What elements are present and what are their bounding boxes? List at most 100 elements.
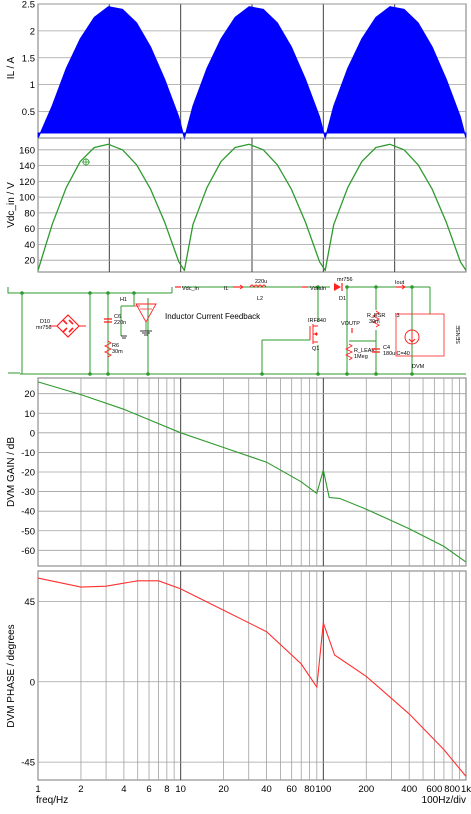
d10-part-label: mr756 [36, 325, 52, 331]
probe-iout-icon[interactable] [396, 284, 406, 290]
y-tick-label: 80 [24, 208, 35, 219]
y-tick-label: -45 [21, 758, 35, 769]
y-tick-label: 0.5 [22, 107, 35, 118]
y-tick-label: 0 [30, 677, 35, 688]
c6-label: C6 [114, 314, 121, 320]
x-tick-label: 600 [426, 784, 442, 795]
feedback-label: Inductor Current Feedback [165, 312, 261, 321]
y-tick-label: -30 [21, 487, 35, 498]
y-tick-label: 100 [19, 193, 35, 204]
d1-label: D1 [339, 296, 346, 302]
bridge-rectifier-icon[interactable] [50, 314, 86, 338]
y-tick-label: 2.5 [22, 0, 35, 11]
x-axis-division-label: 100Hz/div [422, 795, 466, 806]
x-tick-label: 60 [286, 784, 297, 795]
gain-y-axis-label: DVM GAIN / dB [6, 437, 17, 507]
y-tick-label: 10 [24, 409, 35, 420]
mosfet-part-label: IRF840 [308, 318, 326, 324]
sense-label: SENSE [456, 325, 462, 344]
vdc-line-series [37, 143, 467, 272]
y-tick-label: 1.5 [22, 53, 35, 64]
x-tick-label: 4 [121, 784, 126, 795]
x-tick-label: 100 [315, 784, 331, 795]
y-tick-label: -10 [21, 448, 35, 459]
resistor-r6-icon[interactable] [103, 340, 113, 358]
vdc-y-axis-label: Vdc_in / V [6, 182, 17, 228]
y-tick-label: 160 [19, 145, 35, 156]
d10-label: D10 [40, 319, 50, 325]
y-tick-label: 1 [30, 80, 35, 91]
h1-label: H1 [120, 297, 127, 303]
dvm-block[interactable] [395, 313, 445, 357]
inductor-icon[interactable] [249, 284, 267, 289]
voutp-probe-label: VOUTP [341, 321, 360, 327]
c4-value-label: 180u [383, 351, 395, 357]
il-current-plot: 0.5 1 1.5 2 2.5 IL / A [6, 0, 467, 141]
r-leak-label: R_LEAK [354, 348, 375, 354]
y-tick-label: 140 [19, 161, 35, 172]
c4-ic-label: IC=40 [395, 351, 410, 357]
y-tick-label: -20 [21, 468, 35, 479]
vdrain-probe-label: Vdrain [310, 286, 326, 292]
phase-y-axis-label: DVM PHASE / degrees [6, 624, 17, 727]
y-tick-label: 45 [24, 597, 35, 608]
r6-value-label: 30m [112, 349, 123, 355]
x-tick-label: 1 [35, 784, 40, 795]
x-tick-label: 80 [304, 784, 315, 795]
inductor-value-label: 220u [255, 279, 267, 285]
probe-il-icon[interactable] [233, 284, 244, 290]
phase-plot-frame [37, 570, 467, 781]
resistor-leak-icon[interactable] [344, 343, 354, 361]
y-tick-label: 0 [30, 428, 35, 439]
y-tick-label: 60 [24, 224, 35, 235]
r-esr-label: R_ESR [367, 313, 385, 319]
r6-label: R6 [112, 343, 119, 349]
x-tick-label: 10 [175, 784, 186, 795]
y-tick-label: -50 [21, 526, 35, 537]
r-leak-value-label: 1Meg [354, 354, 368, 360]
vdc-voltage-plot: 20 40 60 80 100 120 140 160 Vdc_in / V [6, 137, 467, 273]
x-tick-label: 200 [358, 784, 374, 795]
l2-label: L2 [257, 296, 263, 302]
y-tick-label: 120 [19, 177, 35, 188]
diode-d1-icon[interactable] [334, 283, 343, 291]
c4-label: C4 [383, 345, 390, 351]
x-tick-label: 6 [146, 784, 151, 795]
resistor-esr-icon[interactable] [371, 310, 381, 328]
cursor-marker-icon[interactable] [82, 158, 90, 166]
x-tick-label: 2 [78, 784, 83, 795]
x-axis-label: freq/Hz [36, 795, 68, 806]
il-probe-label: IL [224, 286, 229, 292]
x-tick-label: 800 [444, 784, 460, 795]
dvm-phase-plot: 45 0 -45 DVM PHASE / degrees 1 2 4 6 8 10 20 40 60… [6, 570, 471, 795]
capacitor-icon[interactable] [104, 318, 112, 323]
y-tick-label: 20 [24, 256, 35, 267]
x-tick-label: 40 [261, 784, 272, 795]
schematic-nodes [20, 285, 414, 376]
il-area-series [37, 6, 467, 141]
i3-label: I3 [395, 313, 400, 319]
y-tick-label: 40 [24, 240, 35, 251]
y-tick-label: -60 [21, 546, 35, 557]
circuit-schematic: D10 mr756 C6 220n R6 30m H1 Inductor Cur… [7, 277, 466, 376]
dvm-label: DVM [412, 364, 425, 370]
x-tick-label: 20 [218, 784, 229, 795]
x-tick-label: 8 [164, 784, 169, 795]
vdc-in-probe-label: Vdc_in [182, 286, 199, 292]
y-tick-label: 2 [30, 26, 35, 37]
mosfet-icon[interactable] [309, 324, 318, 344]
d1-part-label: mr756 [337, 277, 353, 283]
phase-line-series [37, 577, 467, 777]
capacitor-c4-icon[interactable] [372, 348, 380, 353]
dvm-gain-plot: 20 10 0 -10 -20 -30 -40 -50 -60 DVM GAIN / dB [6, 377, 467, 567]
y-tick-label: -40 [21, 507, 35, 518]
schematic-wires [7, 286, 466, 375]
current-sensor-icon[interactable] [121, 303, 157, 339]
gain-line-series [37, 381, 467, 563]
current-source-icon[interactable] [404, 329, 420, 345]
x-tick-label: 1k [461, 784, 471, 795]
iout-probe-label: Iout [395, 280, 405, 286]
x-tick-label: 400 [401, 784, 417, 795]
il-y-axis-label: IL / A [6, 56, 17, 79]
